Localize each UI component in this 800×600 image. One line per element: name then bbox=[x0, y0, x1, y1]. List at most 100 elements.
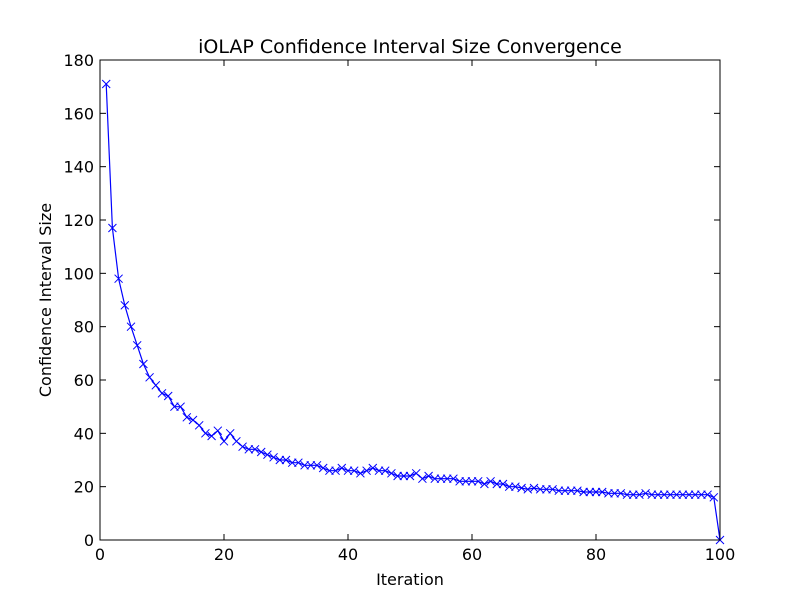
data-point-marker bbox=[424, 471, 433, 481]
data-point-marker bbox=[542, 484, 551, 494]
data-point-marker bbox=[467, 476, 477, 486]
data-point-marker bbox=[201, 428, 210, 438]
data-point-marker bbox=[207, 431, 216, 441]
data-point-marker bbox=[250, 444, 260, 454]
data-point-marker bbox=[703, 490, 712, 500]
data-point-marker bbox=[114, 274, 123, 284]
data-point-marker bbox=[139, 359, 148, 369]
data-point-marker bbox=[666, 490, 675, 500]
data-point-marker bbox=[442, 474, 452, 484]
data-point-marker bbox=[300, 460, 309, 470]
data-point-marker bbox=[659, 490, 669, 500]
data-point-marker bbox=[120, 300, 130, 310]
data-point-marker bbox=[101, 79, 111, 89]
data-point-marker bbox=[374, 466, 384, 476]
data-point-marker bbox=[461, 476, 471, 486]
data-point-marker bbox=[306, 460, 316, 470]
data-point-marker bbox=[690, 490, 700, 500]
data-point-marker bbox=[430, 474, 440, 484]
data-point-marker bbox=[566, 486, 576, 496]
y-tick-label: 140 bbox=[63, 158, 94, 177]
x-tick-label: 60 bbox=[462, 545, 482, 564]
data-point-marker bbox=[176, 402, 185, 412]
y-tick-label: 60 bbox=[74, 371, 94, 390]
data-point-marker bbox=[244, 444, 254, 454]
data-point-marker bbox=[653, 490, 663, 500]
data-point-marker bbox=[219, 436, 229, 446]
series-line bbox=[105, 83, 721, 541]
data-point-marker bbox=[145, 372, 154, 382]
y-tick-label: 160 bbox=[63, 104, 94, 123]
data-point-marker bbox=[591, 487, 601, 497]
data-point-marker bbox=[362, 466, 371, 476]
chart-title: iOLAP Confidence Interval Size Convergen… bbox=[198, 36, 622, 58]
data-point-marker bbox=[157, 388, 167, 398]
data-point-marker bbox=[108, 223, 117, 233]
data-point-marker bbox=[281, 455, 291, 465]
data-point-marker bbox=[610, 488, 619, 498]
y-tick-label: 80 bbox=[74, 318, 94, 337]
data-point-marker bbox=[151, 380, 161, 390]
y-tick-label: 120 bbox=[63, 211, 94, 230]
data-point-marker bbox=[498, 479, 508, 489]
data-point-marker bbox=[628, 490, 638, 500]
data-point-marker bbox=[275, 455, 285, 465]
data-point-marker bbox=[535, 484, 545, 494]
data-point-marker bbox=[325, 466, 334, 476]
data-point-marker bbox=[232, 436, 241, 446]
data-point-marker bbox=[405, 471, 415, 481]
x-tick-label: 40 bbox=[338, 545, 358, 564]
data-point-marker bbox=[269, 452, 278, 462]
data-point-marker bbox=[213, 426, 223, 436]
data-point-marker bbox=[349, 466, 359, 476]
data-point-marker bbox=[343, 466, 353, 476]
data-point-marker bbox=[312, 460, 322, 470]
data-point-marker bbox=[170, 402, 179, 412]
data-point-marker bbox=[554, 486, 564, 496]
data-point-marker bbox=[678, 490, 688, 500]
data-point-marker bbox=[709, 492, 719, 502]
x-tick-label: 100 bbox=[705, 545, 736, 564]
data-point-marker bbox=[473, 476, 483, 486]
data-point-marker bbox=[337, 463, 347, 473]
y-tick-label: 180 bbox=[63, 51, 94, 70]
data-point-marker bbox=[356, 468, 365, 478]
data-point-marker bbox=[411, 468, 421, 478]
data-point-marker bbox=[480, 479, 489, 489]
x-tick-label: 20 bbox=[214, 545, 234, 564]
y-tick-label: 0 bbox=[84, 531, 94, 550]
data-point-marker bbox=[672, 490, 681, 500]
data-point-marker bbox=[263, 450, 272, 460]
data-point-marker bbox=[387, 468, 396, 478]
data-point-marker bbox=[188, 415, 198, 425]
data-point-marker bbox=[449, 474, 458, 484]
data-point-marker bbox=[492, 479, 502, 489]
x-tick-label: 80 bbox=[586, 545, 606, 564]
x-axis-title: Iteration bbox=[376, 570, 444, 589]
y-tick-label: 20 bbox=[74, 478, 94, 497]
data-point-marker bbox=[579, 487, 588, 497]
y-axis-title: Confidence Interval Size bbox=[36, 203, 55, 397]
data-point-marker bbox=[455, 476, 464, 486]
data-point-marker bbox=[697, 490, 706, 500]
data-point-marker bbox=[585, 487, 595, 497]
data-point-marker bbox=[418, 474, 427, 484]
data-point-marker bbox=[225, 428, 235, 438]
axes-frame bbox=[99, 59, 721, 541]
data-point-marker bbox=[126, 322, 136, 332]
data-point-marker bbox=[436, 474, 446, 484]
x-tick-label: 0 bbox=[95, 545, 105, 564]
data-point-marker bbox=[194, 420, 204, 430]
axis-ticks: 0 20 40 60 80 100 0 20 40 60 80 100 120 140 160 180 bbox=[63, 51, 735, 564]
data-point-marker bbox=[238, 442, 247, 452]
data-point-marker bbox=[604, 488, 613, 498]
data-point-marker bbox=[380, 466, 390, 476]
data-point-marker bbox=[622, 490, 632, 500]
data-point-marker bbox=[368, 463, 378, 473]
data-point-marker bbox=[504, 482, 514, 492]
data-series bbox=[101, 79, 725, 545]
data-point-marker bbox=[163, 391, 173, 401]
data-point-marker bbox=[294, 458, 303, 468]
